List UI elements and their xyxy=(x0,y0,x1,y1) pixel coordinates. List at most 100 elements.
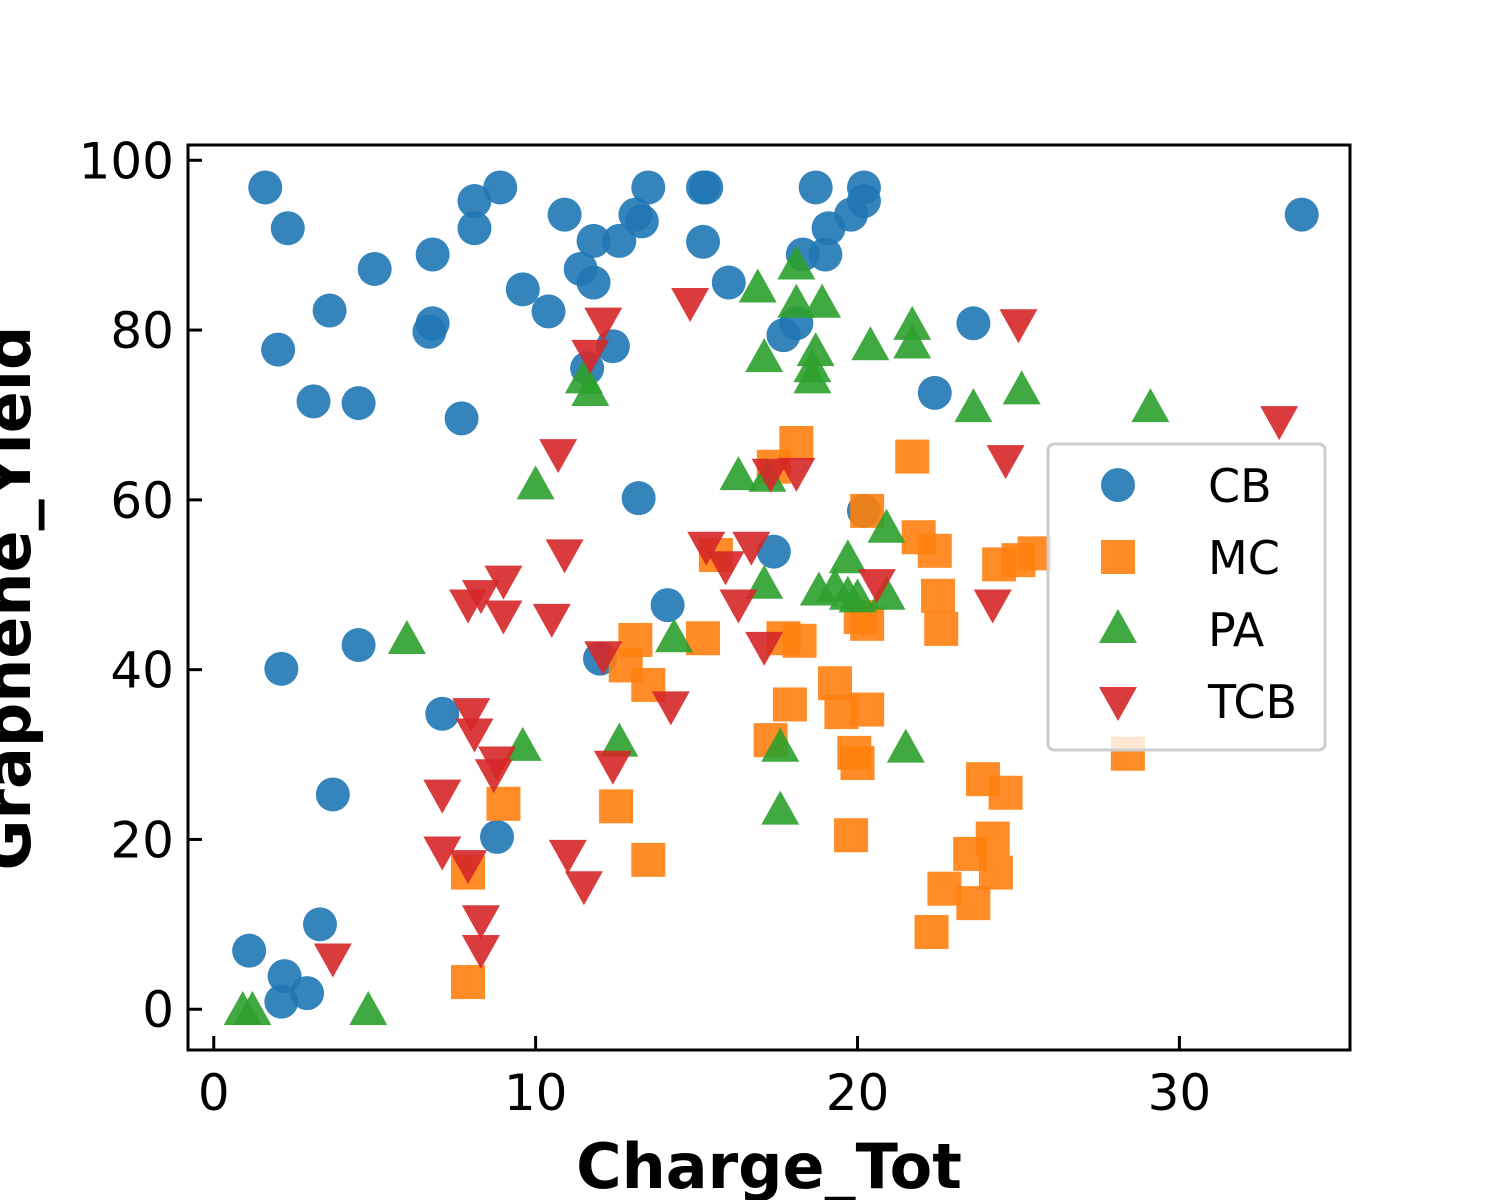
data-point-cb xyxy=(956,306,991,341)
data-point-cb xyxy=(798,170,833,205)
data-point-tcb xyxy=(461,580,500,615)
legend-label-cb: CB xyxy=(1208,459,1272,513)
data-point-cb xyxy=(270,211,305,246)
data-point-pa xyxy=(867,508,906,543)
legend-marker-tcb xyxy=(1099,687,1137,721)
data-point-cb xyxy=(232,933,267,968)
data-point-cb xyxy=(505,272,540,307)
data-point-mc xyxy=(451,965,486,1000)
legend-label-mc: MC xyxy=(1208,531,1280,585)
data-point-pa xyxy=(761,790,800,825)
data-point-pa xyxy=(349,990,388,1025)
data-point-tcb xyxy=(719,589,758,624)
y-tick-label: 40 xyxy=(110,642,174,700)
data-point-tcb xyxy=(461,905,500,940)
data-point-tcb xyxy=(532,603,571,638)
data-point-cb xyxy=(602,223,637,258)
legend-marker-mc xyxy=(1101,540,1135,574)
data-point-mc xyxy=(817,666,852,701)
data-point-pa xyxy=(803,283,842,318)
legend-marker-cb xyxy=(1101,468,1135,502)
data-point-pa xyxy=(503,726,542,761)
data-point-pa xyxy=(893,324,932,359)
y-tick-label: 0 xyxy=(142,981,174,1039)
data-point-mc xyxy=(834,818,869,853)
plot-frame xyxy=(186,143,1352,1052)
data-point-tcb xyxy=(671,288,710,323)
data-point-tcb xyxy=(986,445,1025,480)
data-point-tcb xyxy=(423,779,462,814)
data-point-cb xyxy=(846,170,881,205)
data-point-tcb xyxy=(857,569,896,604)
data-point-cb xyxy=(312,293,347,328)
data-point-cb xyxy=(290,976,325,1011)
data-point-cb xyxy=(689,170,724,205)
data-point-cb xyxy=(624,204,659,239)
data-points xyxy=(223,170,1319,1025)
data-point-cb xyxy=(302,907,337,942)
data-point-mc xyxy=(895,439,930,474)
data-point-mc xyxy=(631,842,666,877)
data-point-pa xyxy=(571,372,610,407)
data-point-cb xyxy=(621,481,656,516)
data-point-tcb xyxy=(777,457,816,492)
legend: CB MC PA TCB xyxy=(1046,442,1327,752)
data-point-cb xyxy=(483,170,518,205)
data-point-cb xyxy=(480,819,515,854)
data-point-tcb xyxy=(564,871,603,906)
data-point-tcb xyxy=(539,439,578,474)
legend-label-tcb: TCB xyxy=(1207,675,1297,729)
data-point-mc xyxy=(782,623,817,658)
data-point-tcb xyxy=(1260,406,1299,441)
axis-ticks: 0 10 20 30 0 20 40 60 80 100 xyxy=(79,132,1212,1122)
x-tick-label: 30 xyxy=(1148,1064,1212,1122)
y-tick-label: 100 xyxy=(79,132,174,190)
data-point-cb xyxy=(315,777,350,812)
data-point-cb xyxy=(415,237,450,272)
data-point-mc xyxy=(850,606,885,641)
data-point-mc xyxy=(686,621,721,656)
data-point-tcb xyxy=(584,641,623,676)
data-point-tcb xyxy=(584,307,623,342)
data-point-pa xyxy=(851,326,890,361)
data-point-pa xyxy=(1131,388,1170,423)
data-point-mc xyxy=(486,786,521,821)
data-point-tcb xyxy=(593,750,632,785)
data-point-tcb xyxy=(706,551,745,586)
y-tick-label: 60 xyxy=(110,472,174,530)
data-point-cb xyxy=(917,375,952,410)
data-point-tcb xyxy=(452,698,491,733)
data-point-tcb xyxy=(313,943,352,978)
data-point-cb xyxy=(425,696,460,731)
data-point-cb xyxy=(341,386,376,421)
data-point-pa xyxy=(387,619,426,654)
data-point-cb xyxy=(1284,197,1319,232)
data-point-pa xyxy=(893,305,932,340)
data-point-tcb xyxy=(732,531,771,566)
data-point-mc xyxy=(914,914,949,949)
data-point-mc xyxy=(927,871,962,906)
x-axis-title: Charge_Tot xyxy=(576,1130,962,1200)
data-point-tcb xyxy=(449,850,488,885)
data-point-mc xyxy=(772,687,807,722)
data-point-pa xyxy=(719,456,758,491)
data-point-tcb xyxy=(478,746,517,781)
data-point-mc xyxy=(975,821,1010,856)
data-point-pa xyxy=(745,338,784,373)
data-point-cb xyxy=(756,534,791,569)
data-point-mc xyxy=(850,692,885,727)
data-point-tcb xyxy=(571,339,610,374)
data-point-mc xyxy=(917,533,952,568)
data-point-tcb xyxy=(651,691,690,726)
data-point-cb xyxy=(808,237,843,272)
data-point-tcb xyxy=(973,589,1012,624)
y-tick-label: 80 xyxy=(110,302,174,360)
data-point-cb xyxy=(457,184,492,219)
data-point-cb xyxy=(547,197,582,232)
data-point-pa xyxy=(738,268,777,303)
x-tick-label: 10 xyxy=(504,1064,568,1122)
data-point-tcb xyxy=(461,934,500,969)
data-point-pa xyxy=(761,727,800,762)
data-point-mc xyxy=(599,789,634,824)
data-point-cb xyxy=(341,628,376,663)
